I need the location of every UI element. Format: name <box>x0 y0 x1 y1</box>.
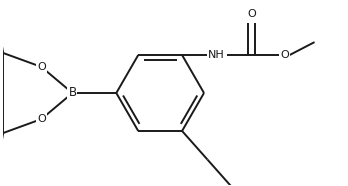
Text: NH: NH <box>208 50 225 60</box>
Text: B: B <box>69 86 77 100</box>
Text: O: O <box>37 114 46 124</box>
Text: O: O <box>280 50 289 60</box>
Text: O: O <box>37 62 46 72</box>
Text: O: O <box>247 9 256 19</box>
